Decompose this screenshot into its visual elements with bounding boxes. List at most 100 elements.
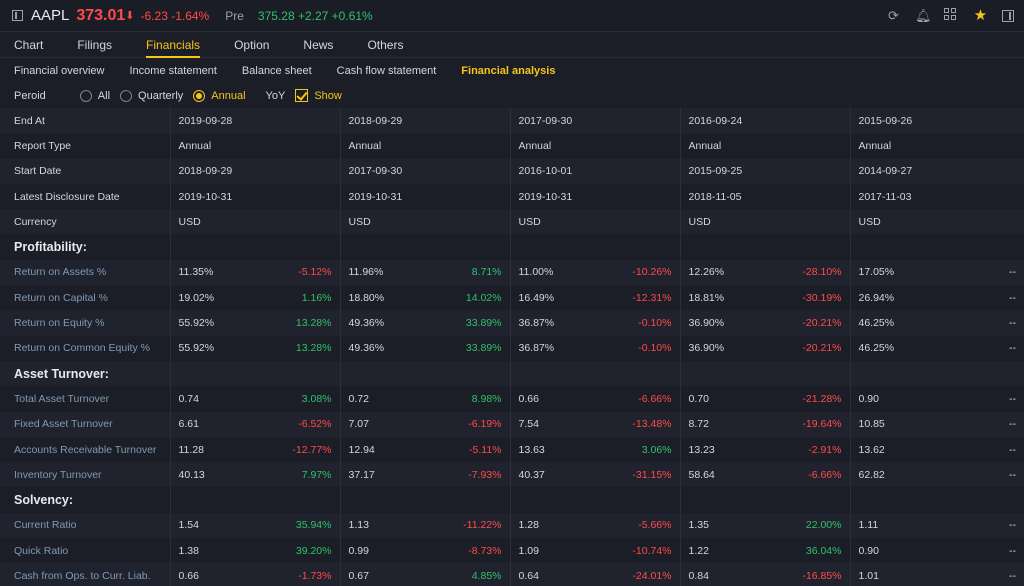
meta-cell: USD [339, 209, 510, 235]
yoy-change: -- [920, 512, 1024, 539]
tab-financials[interactable]: Financials [146, 32, 201, 58]
metric-value: 11.00% [509, 259, 580, 286]
refresh-icon[interactable]: ⟳ [888, 8, 899, 23]
radio-quarterly-label[interactable]: Quarterly [138, 89, 184, 102]
subtab-balance-sheet[interactable]: Balance sheet [241, 64, 312, 77]
yoy-change: -- [920, 335, 1024, 361]
tab-others[interactable]: Others [367, 38, 404, 52]
subtab-financial-overview[interactable]: Financial overview [14, 64, 105, 77]
table-row: Inventory Turnover 40.13 7.97% 37.17 -7.93% 4… [0, 462, 1024, 488]
premarket-value: 375.28 +2.27 +0.61% [257, 8, 373, 23]
radio-all[interactable] [79, 89, 92, 102]
metric-value: 36.87% [509, 335, 580, 361]
subtab-income-statement[interactable]: Income statement [129, 64, 217, 77]
table-row: Quick Ratio 1.38 39.20% 0.99 -8.73% 1.09 -10.7… [0, 538, 1024, 564]
yoy-change: 33.89% [410, 310, 510, 336]
meta-cell: 2018-09-29 [339, 108, 510, 134]
yoy-change: -10.74% [580, 538, 680, 564]
metric-value: 8.72 [679, 411, 750, 437]
meta-cell: 2018-09-29 [169, 158, 340, 184]
radio-all-label[interactable]: All [97, 89, 111, 102]
metric-value: 26.94% [849, 285, 920, 311]
yoy-change: 39.20% [240, 538, 340, 564]
yoy-change: -20.21% [750, 335, 850, 361]
subtab-financial-analysis[interactable]: Financial analysis [461, 64, 556, 77]
yoy-change: -6.19% [410, 411, 510, 437]
metric-value: 18.81% [679, 285, 750, 311]
yoy-change: -- [920, 259, 1024, 286]
sidebar-toggle-icon[interactable] [12, 10, 23, 21]
subtab-cash-flow-statement[interactable]: Cash flow statement [336, 64, 437, 77]
tab-chart[interactable]: Chart [14, 38, 44, 52]
yoy-change: 14.02% [410, 285, 510, 311]
header-actions: ⟳ 🔔︎ ★ [886, 8, 1014, 23]
radio-annual-label[interactable]: Annual [211, 89, 246, 102]
meta-cell: 2014-09-27 [849, 158, 1024, 184]
empty-cell [849, 360, 1024, 387]
row-label: Currency [0, 209, 170, 235]
radio-annual[interactable] [193, 89, 206, 102]
empty-cell [679, 487, 850, 513]
yoy-show-checkbox[interactable] [295, 89, 309, 102]
section-title: Profitability: [0, 234, 170, 260]
metric-value: 1.28 [509, 512, 580, 539]
metric-value: 1.09 [509, 538, 580, 564]
yoy-change: -- [920, 563, 1024, 586]
tab-filings[interactable]: Filings [77, 38, 113, 52]
yoy-change: -- [920, 538, 1024, 564]
yoy-change: -- [920, 310, 1024, 336]
metric-value: 7.54 [509, 411, 580, 437]
bell-icon[interactable]: 🔔︎ [915, 8, 932, 23]
metric-value: 36.90% [679, 335, 750, 361]
table-row: Report Type Annual Annual Annual Annual Annua… [0, 133, 1024, 159]
financial-subtabs: Financial overview Income statement Balanc… [0, 58, 1024, 83]
meta-cell: 2016-10-01 [509, 158, 680, 184]
metric-value: 46.25% [849, 335, 920, 361]
meta-cell: Annual [339, 133, 510, 159]
yoy-change: -- [920, 411, 1024, 437]
metric-value: 17.05% [849, 259, 920, 286]
yoy-change: -0.10% [580, 310, 680, 336]
meta-cell: 2017-09-30 [339, 158, 510, 184]
table-row: Latest Disclosure Date 2019-10-31 2019-10-… [0, 183, 1024, 210]
table-row: Accounts Receivable Turnover 11.28 -12.77%… [0, 436, 1024, 463]
price-change: -6.23 -1.64% [140, 8, 210, 23]
metric-label: Return on Assets % [0, 259, 170, 286]
metric-value: 11.28 [169, 436, 240, 463]
yoy-change: 36.04% [750, 538, 850, 564]
metric-value: 0.66 [169, 563, 240, 586]
metric-value: 19.02% [169, 285, 240, 311]
table-row: Return on Equity % 55.92% 13.28% 49.36% 33.8… [0, 310, 1024, 336]
tab-news[interactable]: News [303, 38, 334, 52]
metric-value: 49.36% [339, 310, 410, 336]
row-label: Latest Disclosure Date [0, 183, 170, 210]
yoy-change: -5.12% [240, 259, 340, 286]
metric-value: 0.72 [339, 386, 410, 412]
metric-value: 55.92% [169, 310, 240, 336]
yoy-change: -21.28% [750, 386, 850, 412]
row-label: End At [0, 108, 170, 134]
grid-icon[interactable] [944, 8, 959, 23]
yoy-change: 22.00% [750, 512, 850, 539]
yoy-change: -- [920, 462, 1024, 488]
star-icon[interactable]: ★ [973, 7, 988, 24]
metric-value: 13.63 [509, 436, 580, 463]
radio-quarterly[interactable] [120, 89, 133, 102]
metric-value: 12.26% [679, 259, 750, 286]
metric-value: 10.85 [849, 411, 920, 437]
metric-value: 0.67 [339, 563, 410, 586]
table-row: Return on Capital % 19.02% 1.16% 18.80% 14.0… [0, 285, 1024, 311]
yoy-change: -- [920, 386, 1024, 412]
panel-icon[interactable] [1002, 9, 1014, 22]
table-row: End At 2019-09-28 2018-09-29 2017-09-30 2016… [0, 108, 1024, 134]
yoy-change: 8.98% [410, 386, 510, 412]
tab-option[interactable]: Option [234, 38, 270, 52]
metric-value: 1.22 [679, 538, 750, 564]
table-row: Return on Common Equity % 55.92% 13.28% 49.… [0, 335, 1024, 361]
metric-value: 6.61 [169, 411, 240, 437]
meta-cell: 2016-09-24 [679, 108, 850, 134]
yoy-show-label[interactable]: Show [314, 89, 342, 102]
meta-cell: USD [849, 209, 1024, 235]
yoy-change: -12.31% [580, 285, 680, 311]
row-label: Start Date [0, 158, 170, 184]
